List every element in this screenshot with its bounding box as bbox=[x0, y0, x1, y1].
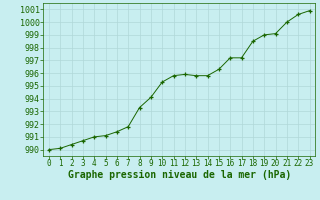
X-axis label: Graphe pression niveau de la mer (hPa): Graphe pression niveau de la mer (hPa) bbox=[68, 170, 291, 180]
